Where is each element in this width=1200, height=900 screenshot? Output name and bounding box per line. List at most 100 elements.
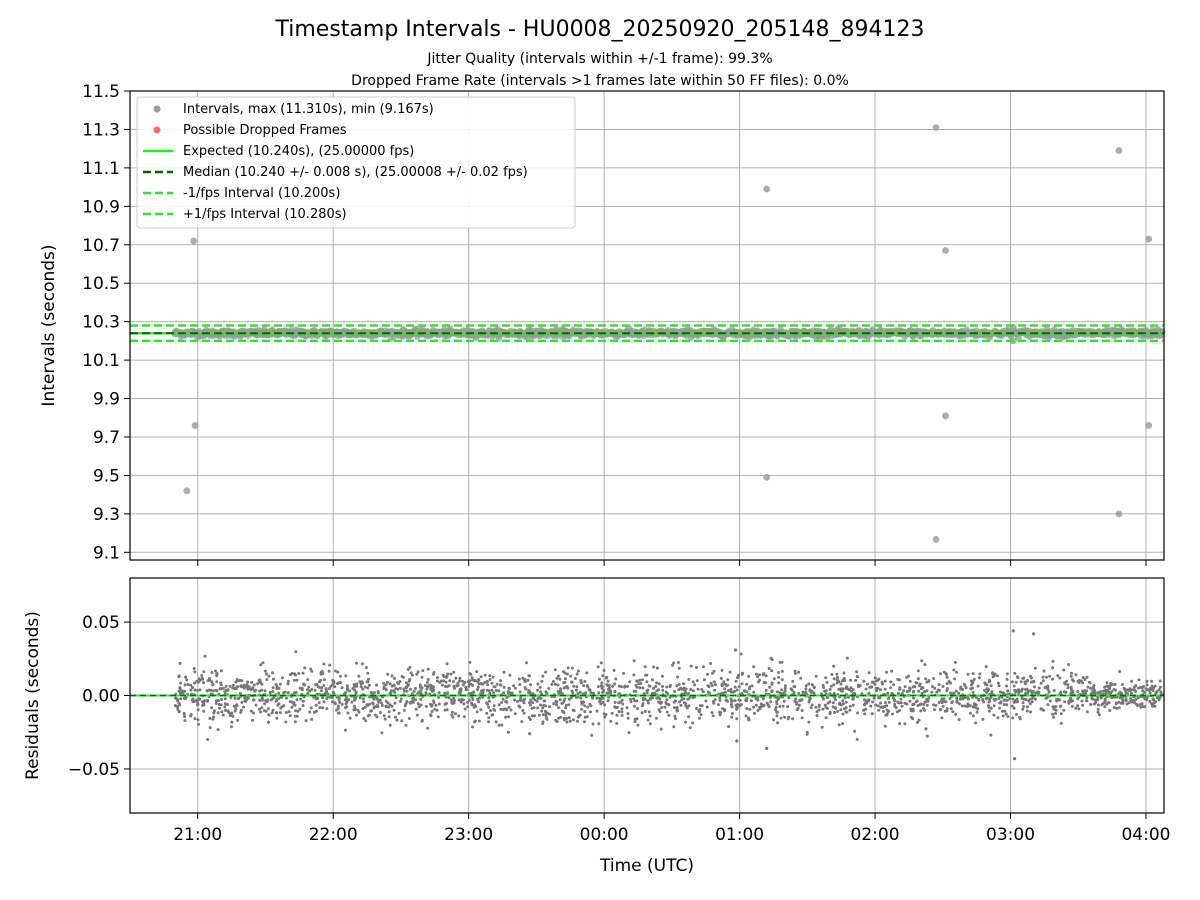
residual-point: [529, 683, 533, 687]
residual-point: [361, 681, 365, 685]
residual-point: [384, 683, 388, 687]
residual-point: [191, 686, 194, 689]
residual-point: [494, 689, 498, 692]
residual-point: [750, 684, 754, 688]
residual-point: [490, 681, 494, 685]
intervals-y-tick-label: 9.5: [93, 466, 120, 486]
residual-point: [911, 696, 915, 700]
residual-point: [344, 706, 347, 710]
residual-point: [388, 691, 392, 695]
residual-point: [410, 673, 414, 677]
residual-point: [1014, 680, 1018, 684]
residual-point: [831, 701, 835, 705]
residual-point: [464, 688, 468, 692]
residual-point: [960, 704, 964, 708]
residual-point: [1014, 690, 1018, 694]
residual-point: [884, 713, 888, 717]
residual-point: [898, 687, 902, 691]
residual-point: [971, 690, 975, 694]
residual-point: [807, 720, 811, 724]
residual-point: [598, 698, 602, 702]
residual-point: [1057, 698, 1061, 702]
residual-point: [601, 700, 605, 704]
residual-point: [1134, 702, 1138, 706]
legend-box: [136, 96, 576, 229]
residual-point: [655, 689, 659, 693]
residual-point: [620, 685, 623, 689]
residual-point: [939, 672, 943, 676]
intervals-y-tick-label: 9.7: [93, 428, 120, 448]
residual-point: [1103, 697, 1107, 701]
residual-point: [849, 678, 853, 682]
interval-outlier-point: [1145, 235, 1153, 243]
residual-point: [1005, 672, 1009, 676]
residual-point: [583, 680, 587, 683]
residual-point: [309, 667, 313, 671]
residual-point: [1106, 689, 1110, 692]
residual-point: [786, 717, 790, 721]
residual-point: [945, 707, 949, 711]
residual-point: [372, 697, 376, 701]
residual-point: [977, 698, 981, 702]
residual-point: [604, 676, 608, 680]
residual-point: [554, 700, 558, 704]
residual-point: [1096, 691, 1100, 695]
residual-point: [263, 702, 266, 706]
residual-point: [575, 688, 578, 692]
residual-point: [301, 704, 305, 707]
residual-point: [695, 666, 698, 669]
residual-point: [1002, 698, 1006, 702]
residual-point: [957, 691, 961, 695]
residual-point: [359, 685, 363, 689]
residual-point: [404, 723, 408, 727]
residual-point: [301, 671, 305, 675]
residual-extreme-point: [1031, 632, 1036, 636]
residual-point: [638, 678, 642, 682]
intervals-y-tick-label: 9.9: [93, 390, 120, 410]
residual-point: [1000, 695, 1004, 699]
residual-point: [502, 670, 506, 674]
residual-point: [507, 705, 511, 709]
residual-point: [958, 697, 962, 701]
residual-point: [606, 699, 610, 703]
residual-point: [998, 690, 1002, 694]
residual-point: [327, 669, 331, 673]
residual-point: [256, 682, 260, 686]
residual-point: [538, 685, 542, 689]
residual-point: [429, 683, 432, 687]
residual-point: [285, 696, 288, 700]
residual-point: [559, 687, 563, 691]
residual-point: [912, 702, 916, 706]
residual-point: [1021, 701, 1025, 705]
residual-point: [609, 719, 613, 723]
residual-point: [684, 720, 687, 724]
residual-point: [1148, 699, 1152, 703]
residual-point: [340, 702, 344, 706]
residual-point: [713, 683, 717, 687]
residual-point: [1084, 699, 1088, 703]
residual-point: [507, 686, 511, 690]
residual-point: [201, 703, 205, 707]
residual-point: [1074, 706, 1078, 710]
residual-point: [676, 675, 679, 679]
residual-point: [837, 723, 841, 727]
residual-point: [1155, 696, 1159, 700]
residual-point: [821, 707, 825, 711]
residual-point: [547, 705, 551, 709]
residual-point: [487, 720, 491, 724]
residual-point: [1058, 676, 1062, 680]
residual-point: [456, 683, 460, 687]
residual-point: [1051, 677, 1054, 681]
residual-point: [567, 697, 571, 701]
residual-point: [635, 699, 639, 703]
residual-point: [832, 664, 836, 668]
residual-point: [954, 712, 958, 716]
residual-point: [814, 705, 818, 709]
intervals-y-tick-label: 10.1: [82, 351, 120, 371]
residual-point: [468, 672, 472, 675]
residual-point: [744, 699, 748, 703]
residual-point: [916, 669, 920, 673]
residual-point: [467, 685, 471, 688]
residual-point: [236, 718, 240, 722]
residual-point: [494, 720, 498, 724]
